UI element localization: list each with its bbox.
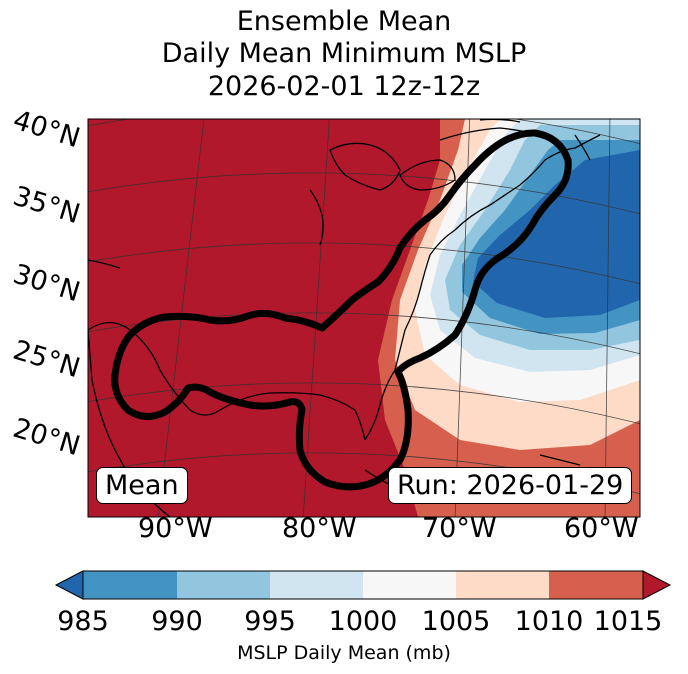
colorbar-1000-1005: [363, 571, 456, 599]
mean-label-box: Mean: [96, 467, 188, 504]
colorbar-985-990: [83, 571, 177, 599]
lon-label-60w: 60°W: [564, 513, 639, 544]
colorbar: [54, 570, 672, 600]
colorbar-1010-1015: [549, 571, 643, 599]
colorbar-tick-1010: 1010: [514, 606, 584, 637]
colorbar-tick-995: 995: [244, 606, 296, 637]
colorbar-tick-990: 990: [151, 606, 203, 637]
colorbar-extend-low: [54, 570, 84, 600]
colorbar-extend-high: [642, 570, 672, 600]
title-line-1: Ensemble Mean: [236, 6, 452, 37]
colorbar-tick-985: 985: [57, 606, 109, 637]
lon-label-70w: 70°W: [422, 513, 497, 544]
lon-label-80w: 80°W: [282, 513, 357, 544]
map-frame: [87, 118, 641, 518]
colorbar-990-995: [177, 571, 270, 599]
run-date-label-box: Run: 2026-01-29: [388, 467, 633, 504]
map-field: [88, 119, 640, 517]
field-below-980: [473, 150, 640, 318]
lon-label-90w: 90°W: [138, 513, 213, 544]
colorbar-tick-1015: 1015: [593, 606, 663, 637]
region-outline: [111, 129, 572, 491]
title-line-2: Daily Mean Minimum MSLP: [161, 38, 527, 69]
title-line-3: 2026-02-01 12z-12z: [207, 71, 481, 102]
colorbar-tick-1000: 1000: [328, 606, 398, 637]
colorbar-tick-1005: 1005: [421, 606, 491, 637]
colorbar-label: MSLP Daily Mean (mb): [237, 642, 451, 664]
colorbar-1005-1010: [456, 571, 549, 599]
colorbar-995-1000: [270, 571, 363, 599]
